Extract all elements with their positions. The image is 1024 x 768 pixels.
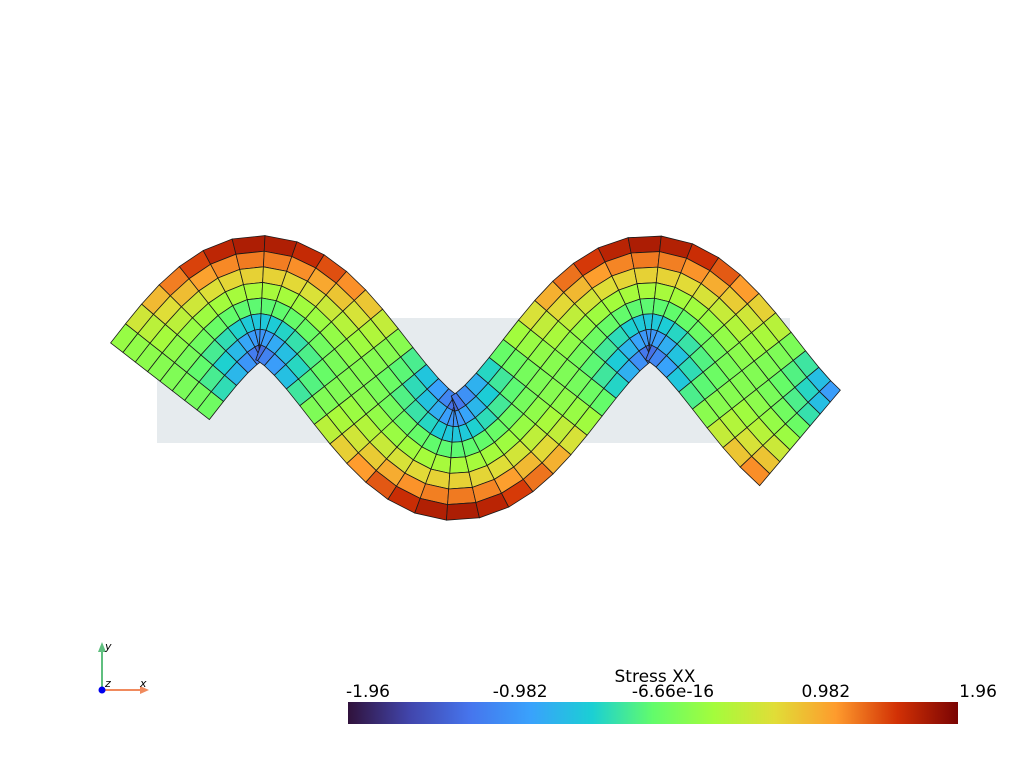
mesh-cell bbox=[448, 471, 473, 490]
x-arrow-head bbox=[140, 686, 149, 694]
scalar-bar-tick-label: -1.96 bbox=[346, 682, 390, 702]
z-axis-label: z bbox=[104, 677, 111, 690]
y-axis-label: y bbox=[104, 640, 112, 653]
z-axis-dot bbox=[98, 686, 106, 694]
scalar-bar: Stress XX -1.96 -0.982 -6.66e-16 0.982 1.96 bbox=[346, 667, 997, 724]
mesh-cell bbox=[447, 486, 477, 506]
scalar-bar-tick-label: -0.982 bbox=[493, 682, 548, 702]
mesh-cell bbox=[242, 281, 264, 301]
mesh-cell bbox=[636, 282, 657, 300]
scalar-bar-title: Stress XX bbox=[615, 667, 696, 687]
mesh-cell bbox=[739, 455, 771, 487]
mesh-cell bbox=[633, 266, 659, 285]
x-axis-label: x bbox=[139, 677, 147, 690]
mesh-cell bbox=[446, 502, 480, 521]
scalar-bar-tick-label: -6.66e-16 bbox=[632, 682, 714, 702]
mesh-cell bbox=[639, 297, 655, 315]
mesh-cell bbox=[630, 251, 661, 269]
mesh-cell bbox=[235, 250, 265, 270]
deformed-mesh bbox=[110, 235, 841, 521]
color-bar bbox=[348, 702, 958, 724]
axes-widget: y z x bbox=[98, 640, 149, 694]
scalar-bar-tick-label: 0.982 bbox=[801, 682, 850, 702]
mesh-cell bbox=[627, 235, 662, 254]
y-arrow-head bbox=[98, 642, 106, 652]
scalar-bar-tick-label: 1.96 bbox=[959, 682, 997, 702]
mesh-cell bbox=[239, 266, 264, 285]
